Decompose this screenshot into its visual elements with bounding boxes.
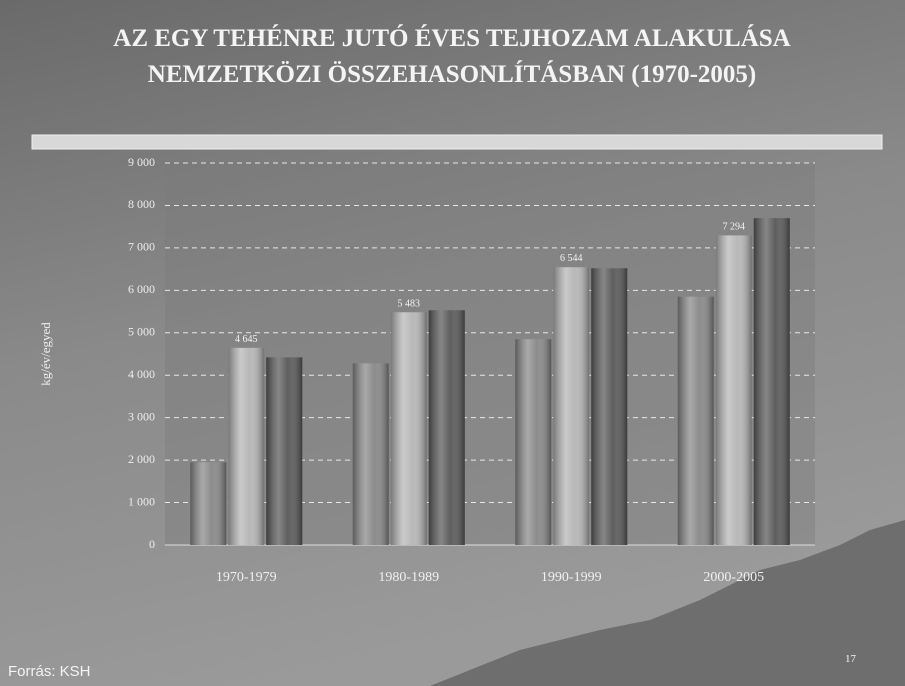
- mountain: [430, 520, 905, 686]
- value-label: 5 483: [398, 298, 421, 309]
- bar-shade: [190, 462, 227, 545]
- y-tick-label: 0: [149, 537, 155, 551]
- x-tick-label: 2000-2005: [703, 570, 764, 585]
- y-axis-label: kg/év/egyed: [38, 322, 53, 386]
- x-tick-label: 1980-1989: [378, 570, 439, 585]
- y-tick-label: 6 000: [128, 282, 155, 296]
- y-tick-label: 7 000: [128, 240, 155, 254]
- x-tick-label: 1970-1979: [216, 570, 277, 585]
- y-tick-label: 2 000: [128, 452, 155, 466]
- value-label: 6 544: [560, 253, 583, 264]
- bar-shade: [753, 218, 790, 545]
- page-number: 17: [845, 653, 857, 665]
- bar-shade: [390, 312, 427, 545]
- y-tick-label: 9 000: [128, 155, 155, 169]
- y-tick-label: 5 000: [128, 325, 155, 339]
- y-tick-label: 8 000: [128, 197, 155, 211]
- y-tick-label: 1 000: [128, 494, 155, 508]
- source: Forrás: KSH: [8, 663, 91, 680]
- value-label: 4 645: [235, 334, 258, 345]
- bar-shade: [715, 235, 752, 545]
- x-tick-label: 1990-1999: [541, 570, 602, 585]
- bar-shade: [228, 347, 265, 545]
- y-tick-label: 3 000: [128, 409, 155, 423]
- bar-shade: [428, 310, 465, 545]
- bar-shade: [553, 267, 590, 545]
- bar-shade: [677, 296, 714, 545]
- y-tick-label: 4 000: [128, 367, 155, 381]
- bar-shade: [352, 363, 389, 545]
- bar-shade: [515, 339, 552, 545]
- bar-shade: [266, 357, 303, 545]
- divider-bar: [31, 134, 883, 150]
- title-line: NEMZETKÖZI ÖSSZEHASONLÍTÁSBAN (1970-2005…: [148, 60, 756, 88]
- title-line: AZ EGY TEHÉNRE JUTÓ ÉVES TEJHOZAM ALAKUL…: [113, 24, 790, 52]
- value-label: 7 294: [723, 221, 746, 232]
- bar-shade: [591, 268, 628, 545]
